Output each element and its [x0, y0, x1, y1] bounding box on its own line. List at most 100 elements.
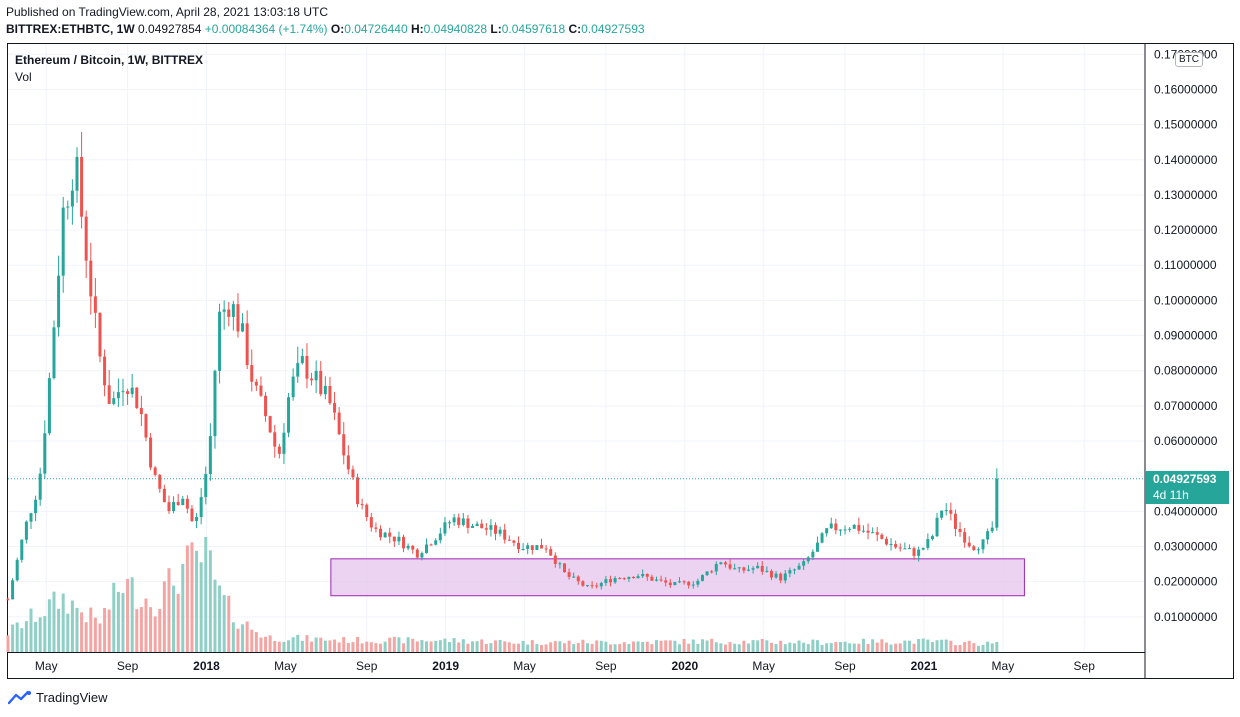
candle-body [521, 548, 525, 550]
candle-body [484, 528, 488, 530]
candle-body [314, 370, 318, 381]
candle-body [848, 528, 852, 530]
candle-body [103, 356, 107, 386]
candle-body [917, 549, 921, 556]
candle-body [319, 370, 323, 395]
candle-body [139, 407, 143, 415]
candle-body [489, 525, 493, 530]
volume-bar [517, 643, 521, 652]
volume-bar [310, 641, 314, 652]
volume-bar [346, 643, 350, 652]
volume-bar [291, 637, 295, 652]
volume-bar [489, 643, 493, 652]
y-tick-label: 0.13000000 [1154, 188, 1218, 202]
symbol-label: BITTREX:ETHBTC, 1W [6, 22, 135, 36]
candle-body [282, 432, 286, 454]
candle-body [710, 571, 714, 573]
volume-bar [912, 643, 916, 652]
volume-bar [760, 638, 764, 652]
volume-bar [944, 639, 948, 652]
candle-body [388, 532, 392, 537]
volume-bar [563, 643, 567, 652]
candle-body [333, 403, 337, 413]
candle-body [576, 576, 580, 582]
volume-bar [572, 644, 576, 652]
volume-bar [820, 644, 824, 652]
y-tick-label: 0.14000000 [1154, 153, 1218, 167]
candle-body [402, 536, 406, 549]
volume-bar [733, 643, 737, 652]
x-tick-label: 2020 [671, 659, 698, 673]
candle-body [769, 570, 773, 578]
volume-bar [958, 644, 962, 652]
volume-bar [457, 642, 461, 652]
candle-body [75, 156, 79, 191]
candle-body [475, 523, 479, 526]
volume-bar [866, 644, 870, 652]
volume-bar [797, 640, 801, 652]
volume-bar [526, 644, 530, 652]
footer-brand[interactable]: TradingView [8, 690, 108, 705]
y-tick-label: 0.16000000 [1154, 82, 1218, 96]
volume-bar [852, 643, 856, 652]
volume-bar [70, 600, 74, 652]
volume-bar [668, 640, 672, 652]
volume-bar [277, 641, 281, 652]
volume-bar [57, 608, 61, 652]
volume-bar [549, 642, 553, 652]
volume-bar [825, 643, 829, 652]
volume-bar [466, 643, 470, 652]
volume-bar [98, 623, 102, 652]
candle-body [751, 568, 755, 570]
volume-bar [696, 643, 700, 652]
candle-body [241, 323, 245, 332]
candle-body [52, 327, 56, 379]
candle-body [590, 585, 594, 587]
candle-body [567, 572, 571, 577]
volume-bar [411, 638, 415, 652]
candle-body [369, 517, 373, 528]
candle-body [641, 574, 645, 577]
volume-bar [20, 628, 24, 652]
candle-body [167, 502, 171, 512]
currency-tag[interactable]: BTC [1175, 52, 1203, 67]
volume-bar [241, 624, 245, 652]
candle-body [517, 542, 521, 550]
volume-bar [779, 640, 783, 652]
volume-bar [162, 581, 166, 652]
candle-body [894, 544, 898, 548]
volume-bar [112, 582, 116, 652]
candle-body [213, 370, 217, 437]
volume-bar [512, 643, 516, 652]
volume-bar [719, 643, 723, 652]
candle-body [935, 517, 939, 537]
candle-body [443, 522, 447, 534]
candle-body [287, 397, 291, 433]
volume-bar [742, 640, 746, 652]
countdown-label: 4d 11h [1153, 487, 1189, 502]
candle-body [650, 576, 654, 581]
candle-body [806, 557, 810, 562]
candle-body [604, 579, 608, 583]
candle-body [788, 570, 792, 574]
volume-bar [305, 635, 309, 652]
candle-body [480, 523, 484, 529]
legend-title: Ethereum / Bitcoin, 1W, BITTREX [15, 53, 204, 67]
volume-bar [328, 640, 332, 652]
candle-body [645, 574, 649, 577]
volume-bar [319, 637, 323, 652]
volume-bar [333, 639, 337, 652]
candle-body [691, 584, 695, 586]
candle-body [199, 497, 203, 518]
volume-bar [268, 635, 272, 652]
candle-body [558, 563, 562, 565]
candle-body [664, 580, 668, 583]
candle-body [471, 525, 475, 528]
candle-body [553, 555, 557, 564]
candle-body [15, 559, 19, 581]
y-tick-label: 0.11000000 [1154, 258, 1217, 272]
volume-bar [714, 642, 718, 652]
volume-bar [429, 641, 433, 652]
volume-bar [953, 645, 957, 652]
